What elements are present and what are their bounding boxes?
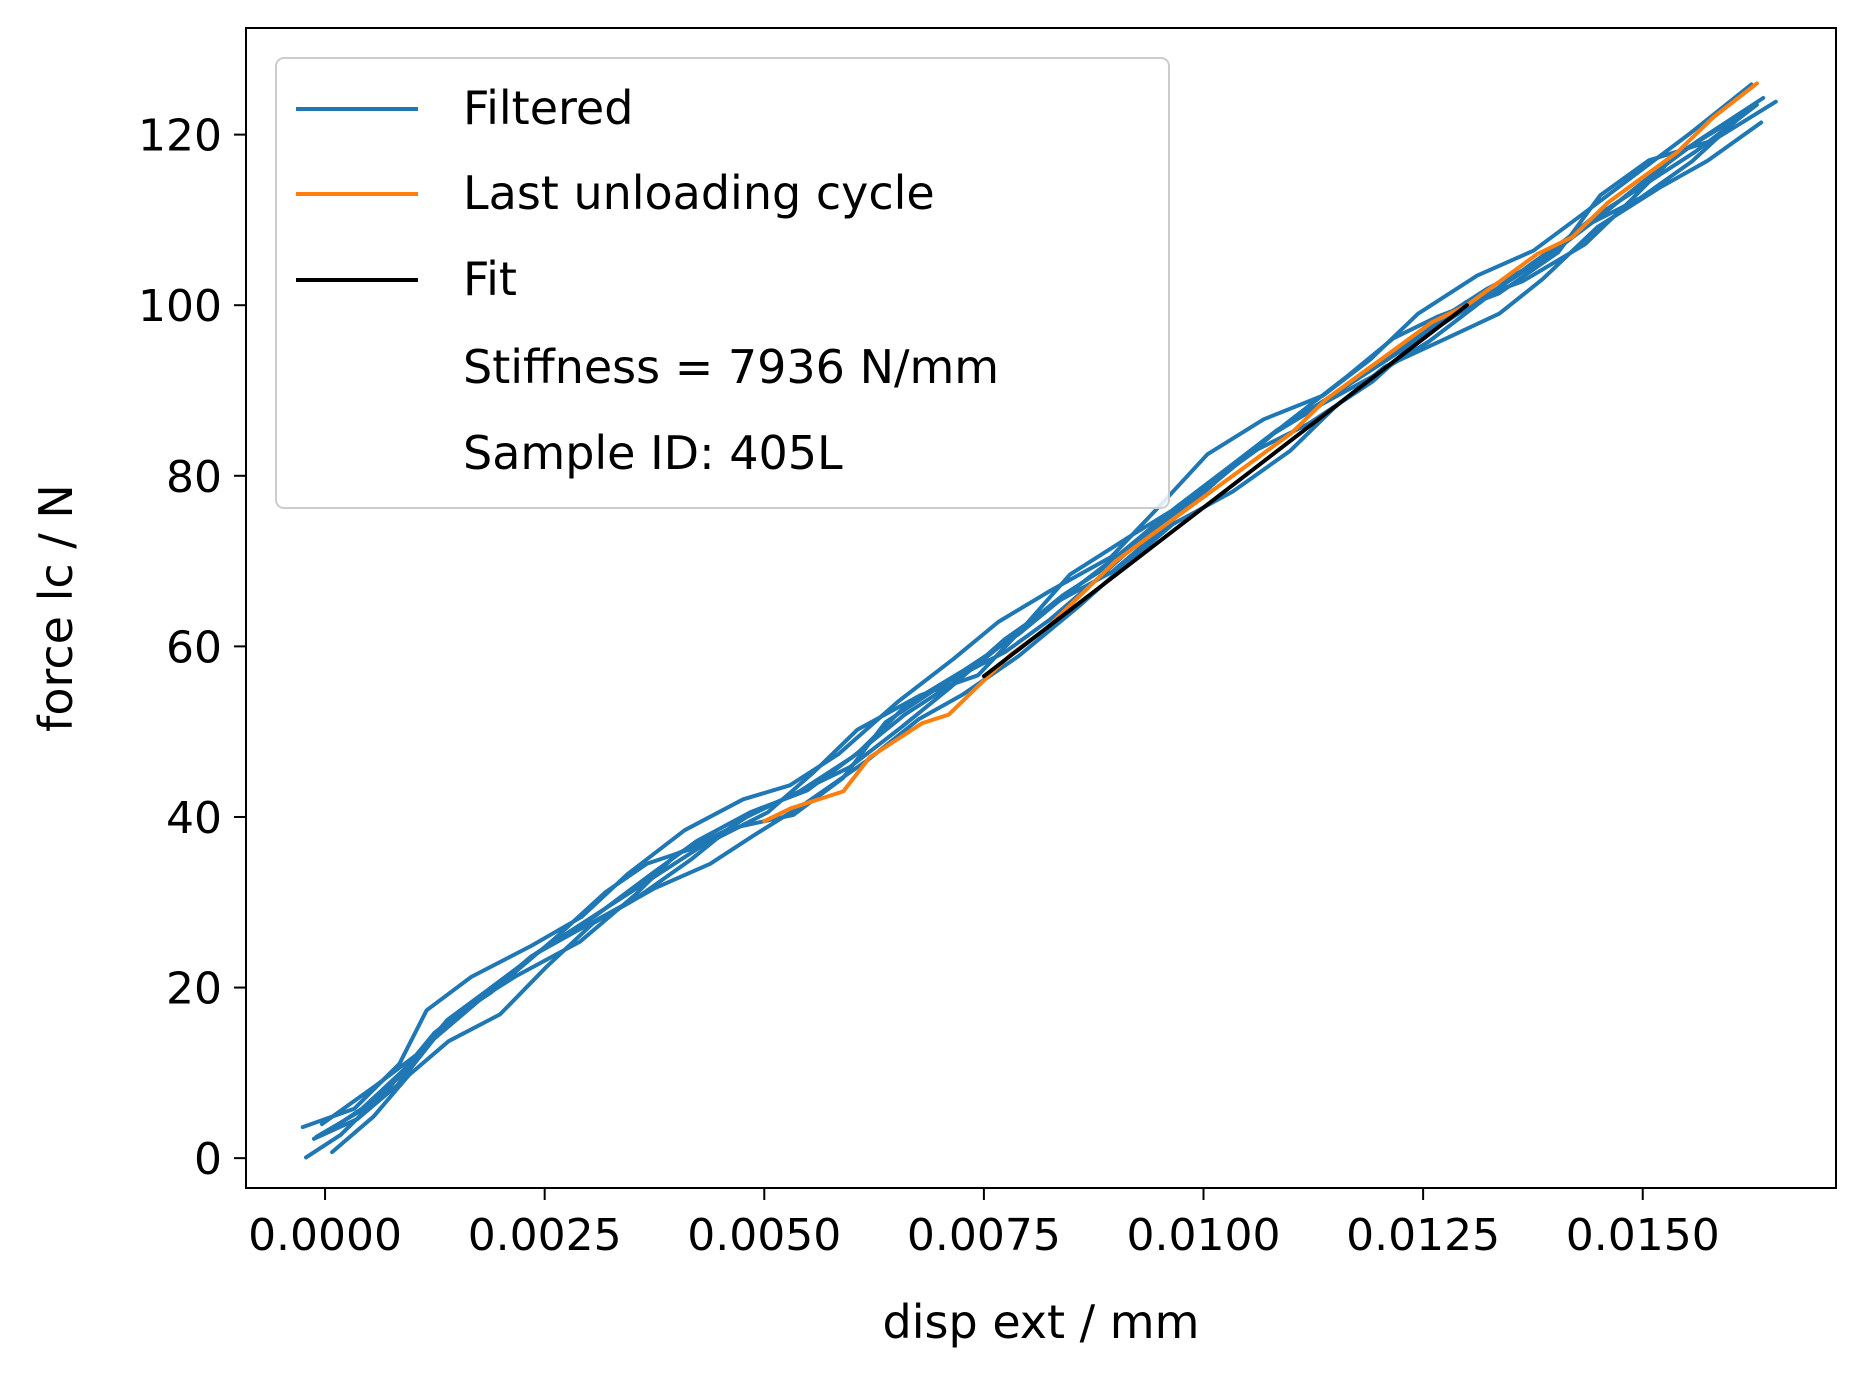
series-fit-line [981,303,1469,679]
plot-frame [245,27,1837,1189]
x-tick-label: 0.0150 [1566,1210,1720,1261]
legend-label-last-unloading-cycle: Last unloading cycle [463,166,935,220]
x-tick-label: 0.0100 [1127,1210,1281,1261]
legend-label-filtered: Filtered [463,81,633,135]
y-tick-label: 80 [166,452,222,503]
x-tick-label: 0.0075 [907,1210,1061,1261]
y-tick-label: 40 [166,793,222,844]
x-tick-label: 0.0025 [468,1210,622,1261]
series-filtered-line [330,120,1764,1155]
x-axis: 0.0000 0.0025 0.0050 0.0075 0.0100 0.0125 0.01… [248,1188,1720,1261]
y-axis: 0 20 40 60 80 100 120 [138,111,246,1185]
legend-label-fit: Fit [463,252,517,306]
x-tick-label: 0.0125 [1346,1210,1500,1261]
legend-box [275,57,1170,509]
series-last-unloading-cycle-line [762,81,1759,824]
y-tick-label: 20 [166,964,222,1015]
series-filtered-line [319,99,1778,1127]
legend-label-stiffness: Stiffness = 7936 N/mm [463,340,999,394]
y-tick-label: 0 [194,1134,222,1185]
legend: Filtered Last unloading cycle Fit Stiffn… [275,57,1170,509]
y-tick-label: 100 [138,281,222,332]
series-filtered-line [300,82,1754,1130]
y-axis-label: force lc / N [29,484,83,732]
series-filtered-line [304,110,1749,1160]
legend-label-sample-id: Sample ID: 405L [463,426,843,480]
y-tick-label: 60 [166,622,222,673]
x-axis-label: disp ext / mm [883,1295,1200,1349]
y-tick-label: 120 [138,111,222,162]
x-tick-label: 0.0000 [248,1210,402,1261]
x-tick-label: 0.0050 [687,1210,841,1261]
series-layer [300,81,1778,1160]
